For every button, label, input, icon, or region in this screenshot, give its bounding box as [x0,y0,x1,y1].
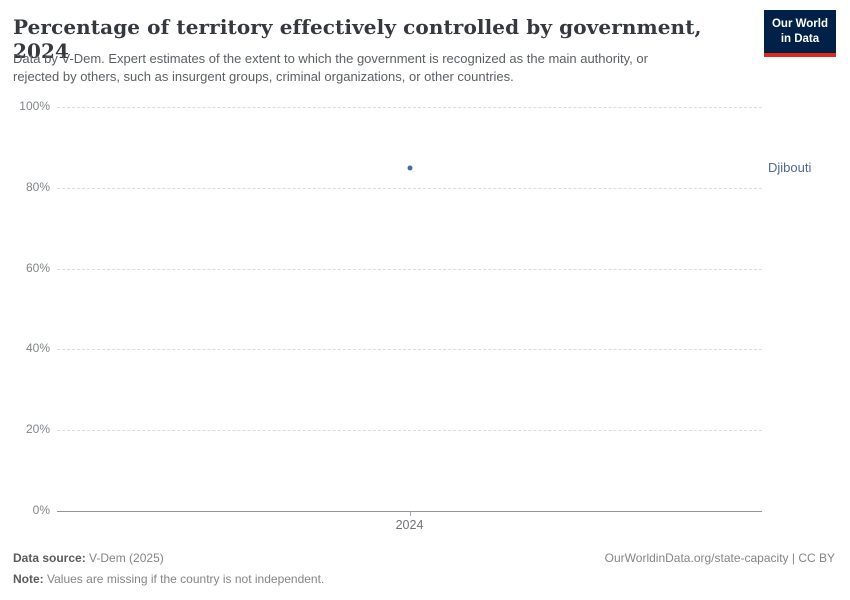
gridline-100 [57,107,762,108]
y-axis-tick-label-80: 80% [25,179,50,194]
chart-footer: Data source: V-Dem (2025) OurWorldinData… [13,551,835,586]
y-axis-tick-label-100: 100% [19,99,50,113]
owid-link[interactable]: OurWorldinData.org/state-capacity | CC B… [604,551,835,565]
data-source-label: Data source: [13,551,86,565]
chart-subtitle-line2: rejected by others, such as insurgent gr… [13,69,514,84]
owid-logo: Our World in Data [763,10,836,57]
data-source-text: Data source: V-Dem (2025) [13,551,164,565]
gridline-60 [57,268,762,270]
data-source-value: V-Dem (2025) [85,551,164,565]
gridline-40 [57,349,762,351]
page-title: Percentage of territory effectively cont… [13,15,702,63]
note-value: Values are missing if the country is not… [43,572,325,586]
y-axis-tick-label-40: 40% [25,341,50,356]
owid-logo-line1: Our World [771,18,828,30]
footer-row-source: Data source: V-Dem (2025) OurWorldinData… [13,551,835,565]
plot-area: 0% 20% 40% 60% 80% 100% 2024 Djibouti [19,99,811,532]
entity-label-djibouti[interactable]: Djibouti [768,159,812,175]
owid-logo-line2: in Data [780,33,820,45]
note-label: Note: [13,572,44,586]
footer-row-note: Note: Values are missing if the country … [13,572,835,586]
gridline-20 [57,430,762,432]
data-point-djibouti[interactable] [407,165,412,171]
chart-subtitle: Data by V-Dem. Expert estimates of the e… [13,50,758,86]
y-axis-tick-label-20: 20% [25,422,50,437]
y-axis-tick-label-0: 0% [32,503,50,517]
x-axis-tick-label: 2024 [395,518,424,532]
gridline-80 [57,187,762,189]
y-axis-tick-label-60: 60% [25,260,50,275]
chart-subtitle-line1: Data by V-Dem. Expert estimates of the e… [13,51,648,66]
x-axis-tick-mark [409,511,411,516]
